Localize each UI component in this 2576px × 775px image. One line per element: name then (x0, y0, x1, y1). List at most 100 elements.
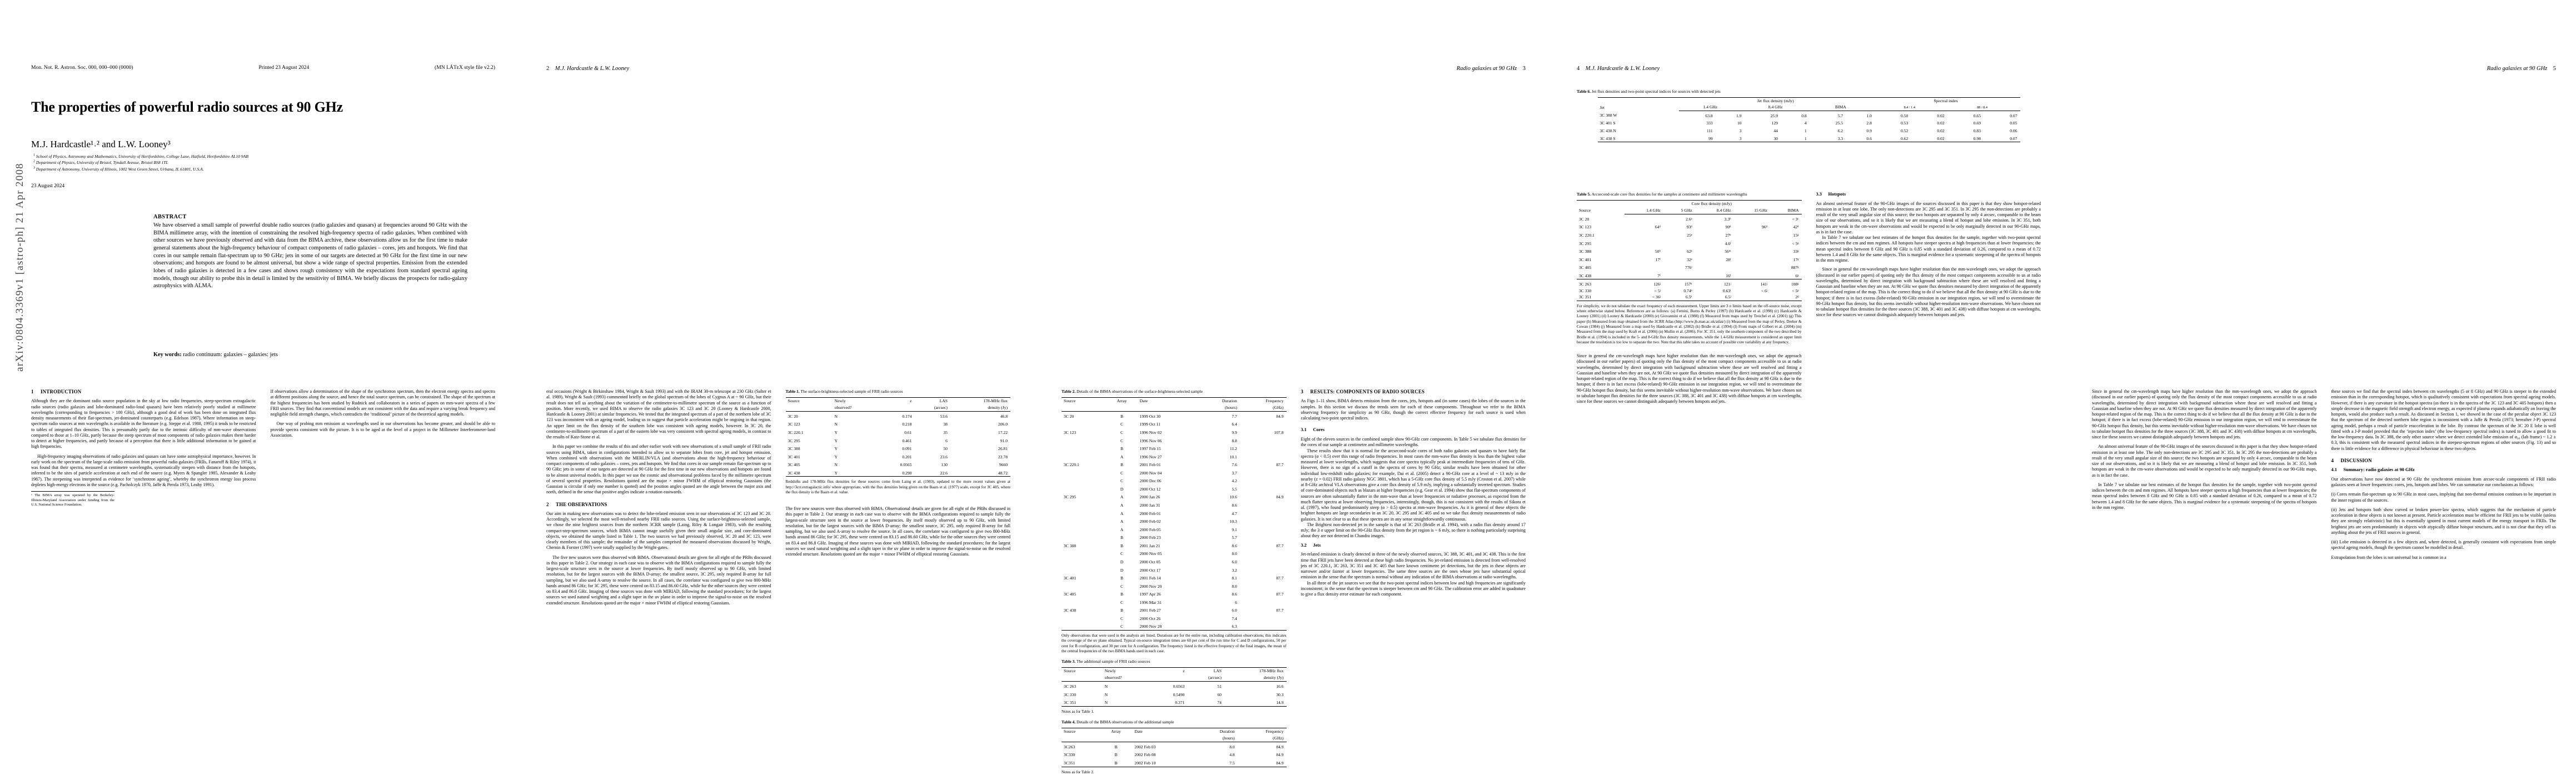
td: 32ᵉ (1687, 257, 1692, 262)
table-row: C 2000 Nov 05 8.0 (1062, 549, 1287, 557)
table-5-body-additional: 3C 263 126ʲ 157ᵏ 121ʲ 141ʲ 108ᵍ 3C 330 < 5ʲ 0.74… (1577, 279, 1802, 301)
table-row-header: Source Array Date Duration Frequency (1062, 728, 1287, 735)
table-row: D 2000 Oct 12 5.5 (1062, 484, 1287, 493)
td: 9.1 (1232, 527, 1237, 532)
table-row: 3C 401 Y 0.201 23.6 22.78 (786, 452, 1011, 461)
table-row: B 1997 Feb 15 11.2 (1062, 444, 1287, 452)
td: 1996 Mar 31 (1139, 599, 1162, 605)
td: 7.5 (1229, 760, 1235, 766)
td (1062, 476, 1109, 484)
td: B (1120, 462, 1124, 468)
td (1240, 582, 1287, 590)
td: 22.78 (998, 454, 1008, 459)
table-1-body: 3C 20 N 0.174 53.6 46.8 3C 123 N 0.218 38 206.0 … (786, 411, 1011, 477)
td: 6 (1235, 599, 1237, 605)
td: 3C 405 (1579, 265, 1592, 271)
page-1-column-left: 1 INTRODUCTION Although they are the domi… (31, 389, 256, 663)
page-4-column-right: 3.3 Hotspots An almost universal feature … (1816, 192, 2041, 663)
td: 25ᵉ (1687, 232, 1692, 238)
table-1-caption: Table 1. The surface-brightness-selected… (786, 389, 1011, 394)
table-row: 3C 351 < 36ʲ 6.5ᵏ 6.5ʲ 2ᵍ (1577, 294, 1802, 301)
th: Date (1139, 398, 1148, 403)
td: 53.6 (940, 413, 948, 419)
td: 4.6ⁱ (1725, 241, 1731, 246)
td: D (1120, 486, 1124, 492)
td: 17ᶠ (1655, 257, 1661, 262)
td: 3C 405 (788, 462, 800, 468)
table-row: 3C 123 N 0.218 38 206.0 (786, 419, 1011, 428)
td: 3C330 (1064, 752, 1075, 758)
td: 3C 295 (1064, 494, 1077, 500)
td: 333 (1706, 121, 1713, 126)
td: 776ⁱ (1685, 265, 1692, 271)
td: 5.7 (1837, 113, 1843, 118)
th: (hours) (1195, 734, 1238, 742)
td: 3C 401 (788, 454, 800, 459)
td: 1999 Oct 30 (1139, 413, 1161, 419)
th: Array (1117, 398, 1127, 403)
td: 3.7 (1232, 470, 1237, 476)
td: 1 (1804, 136, 1807, 142)
table-row: 3C 295 4.6ⁱ < 5ᵍ (1577, 239, 1802, 247)
td: 1997 Apr 26 (1139, 592, 1161, 597)
td: 35 (943, 429, 948, 435)
table-row: 3C 220.1 Y 0.61 35 17.22 (786, 428, 1011, 436)
page-1-columns: 1 INTRODUCTION Although they are the domi… (31, 389, 495, 663)
td: 3C263 (1064, 744, 1075, 749)
affiliation-3: Department of Astronomy, University of I… (36, 166, 204, 172)
td: 7ᶠ (1657, 273, 1661, 278)
td: 3C 20 (788, 413, 798, 419)
th: 178-MHz flux (983, 398, 1008, 403)
td: Y (834, 454, 838, 459)
th: Date (1134, 728, 1143, 734)
print-date: Printed 23 August 2024 (258, 64, 310, 71)
td: 2000 Feb 05 (1139, 527, 1161, 532)
td: 157ᵏ (1663, 279, 1695, 288)
th: Array (1111, 728, 1121, 734)
td: 2000 Oct 17 (1139, 567, 1161, 573)
th: 8.4 GHz (1695, 207, 1734, 214)
td: < 5ʲ (1654, 288, 1661, 293)
table-5-notes: For simplicity, we do not tabulate the e… (1577, 303, 1802, 344)
td: N (1104, 700, 1108, 706)
td: 6.0 (1232, 559, 1237, 564)
abstract-body: We have observed a small sample of power… (153, 222, 467, 289)
td: 50 (943, 446, 948, 452)
table-5-caption: Table 5. Arcsecond-scale core flux densi… (1577, 192, 1802, 197)
table-6-label: Table 6. (1577, 89, 1591, 94)
table-4-notes: Notes as for Table 2. (1062, 769, 1094, 774)
td: 8.8 (1232, 438, 1237, 443)
table-row-header: observed? (arcsec) density (Jy) (1062, 674, 1287, 682)
section-number: 2 (546, 501, 549, 507)
paragraph: As Figs 1–11 show, BIMA detects emission… (1301, 398, 1526, 421)
td: 2000 Jan 31 (1139, 503, 1160, 508)
page-5-column-right: these sources we find that the spectral … (2331, 389, 2557, 663)
td (1062, 549, 1109, 557)
td: 84.9 (1276, 494, 1284, 500)
td: D (1120, 567, 1124, 573)
td: 3.2 (1232, 567, 1237, 573)
td: 9660 (999, 462, 1008, 468)
th-group-index: Spectral index (1934, 98, 1959, 103)
subsection-heading-hotspots: 3.3 Hotspots (1816, 192, 2041, 198)
td: A (1120, 494, 1124, 500)
th: Source (788, 398, 800, 403)
table-3-body: 3C 263 N 0.6563 51 16.6 3C 330 N 0.5490 60 30.3 3C… (1062, 682, 1287, 707)
arxiv-stamp: arXiv:0804.3369v1 [astro-ph] 21 Apr 2008 (9, 0, 26, 667)
table-3-notes: Notes as for Table 1. (1062, 709, 1094, 714)
td: 87.7 (1276, 543, 1284, 548)
td (1734, 247, 1771, 255)
td: 2001 Feb 27 (1139, 608, 1161, 613)
submission-date: 23 August 2024 (31, 183, 65, 189)
td (1062, 533, 1109, 541)
td: 28ᶠ (1726, 257, 1731, 262)
td: 4.8 (1229, 752, 1235, 758)
th: 1.4 GHz (1679, 104, 1745, 111)
td: 2000 Oct 26 (1139, 616, 1161, 621)
td: 2000 Nov 04 (1139, 470, 1162, 476)
td: 0.8 (1801, 113, 1807, 118)
th: Jet (1600, 104, 1605, 110)
td: 3C 123 (1579, 224, 1592, 230)
td: 60 (1217, 692, 1222, 697)
table-row: 3C 20 B 1999 Oct 30 7.7 84.9 (1062, 411, 1287, 419)
